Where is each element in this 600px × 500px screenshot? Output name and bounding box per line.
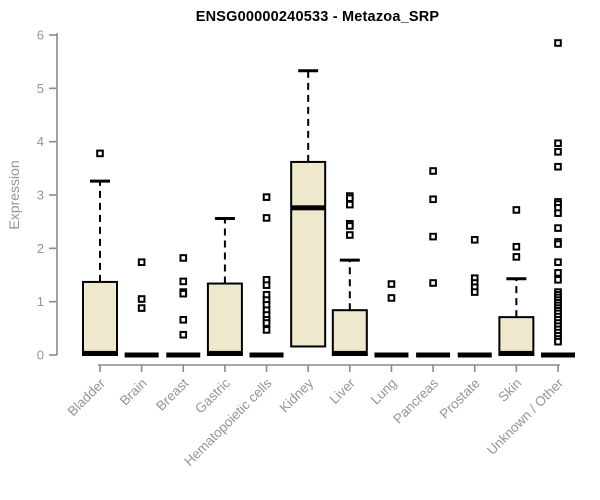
median-line	[207, 350, 242, 356]
median-line	[332, 350, 367, 356]
median-line	[541, 352, 575, 358]
box-skin	[498, 316, 535, 356]
x-category-label: Brain	[117, 376, 150, 409]
outlier-point	[346, 194, 354, 202]
median-line	[249, 352, 284, 358]
outlier-point	[262, 214, 271, 222]
outlier-point	[179, 289, 188, 298]
median-line	[374, 352, 409, 358]
outlier-point	[387, 294, 396, 302]
outlier-point	[554, 209, 562, 217]
box-kidney	[290, 160, 327, 348]
outlier-point	[554, 258, 562, 266]
outlier-point	[429, 195, 437, 204]
outlier-point	[470, 236, 479, 244]
x-category-label: Lung	[368, 376, 400, 408]
outlier-point	[262, 319, 271, 327]
median-line	[291, 205, 326, 211]
outlier-point	[179, 277, 188, 286]
outlier-point	[346, 222, 354, 230]
outlier-point	[179, 330, 188, 339]
outlier-point	[262, 193, 271, 201]
x-category-label: Bladder	[65, 375, 109, 419]
x-category-label: Unknown / Other	[484, 375, 567, 458]
outlier-point	[346, 200, 354, 209]
x-category-label: Skin	[495, 376, 524, 405]
median-line	[166, 352, 201, 358]
y-tick-label: 4	[37, 134, 44, 149]
x-category-label: Liver	[327, 375, 359, 407]
box-gastric	[206, 282, 243, 356]
outlier-point	[512, 253, 521, 261]
outlier-point	[179, 254, 188, 262]
x-category-label: Prostate	[437, 376, 483, 422]
y-tick-label: 1	[37, 294, 44, 309]
outlier-point	[554, 39, 562, 47]
box-bladder	[82, 280, 118, 356]
outlier-point	[429, 232, 437, 241]
y-tick-label: 2	[37, 241, 44, 256]
y-tick-label: 5	[37, 81, 44, 96]
outlier-point	[137, 295, 146, 303]
outlier-point	[137, 304, 146, 312]
median-line	[457, 352, 492, 358]
y-tick-label: 3	[37, 188, 44, 203]
outlier-point	[179, 316, 188, 324]
outlier-point	[554, 162, 562, 171]
x-category-label: Breast	[153, 375, 191, 413]
outlier-point	[346, 231, 354, 239]
outlier-point	[554, 276, 562, 284]
median-line	[416, 352, 451, 358]
median-line	[499, 350, 534, 356]
outlier-point	[512, 242, 521, 251]
outlier-point	[554, 148, 562, 156]
chart-title: ENSG00000240533 - Metazoa_SRP	[195, 9, 440, 25]
outlier-point	[96, 149, 104, 158]
outlier-point	[554, 224, 562, 232]
y-tick-label: 6	[37, 28, 44, 43]
median-line	[124, 352, 159, 358]
x-category-label: Pancreas	[390, 375, 441, 426]
outlier-point	[137, 258, 146, 266]
box-liver	[331, 309, 368, 357]
outlier-point	[470, 288, 479, 296]
outlier-point	[512, 206, 521, 214]
y-tick-label: 0	[37, 348, 44, 363]
outlier-point	[262, 326, 271, 334]
median-line	[83, 350, 117, 356]
outlier-point	[262, 281, 271, 289]
outlier-point	[554, 240, 562, 248]
outlier-point	[554, 139, 562, 148]
outlier-point	[387, 280, 396, 288]
x-category-label: Gastric	[192, 375, 233, 416]
outlier-point	[554, 269, 562, 277]
outlier-point	[429, 279, 437, 287]
x-category-label: Kidney	[277, 375, 317, 415]
outlier-point	[554, 337, 562, 346]
outlier-point	[429, 167, 437, 175]
